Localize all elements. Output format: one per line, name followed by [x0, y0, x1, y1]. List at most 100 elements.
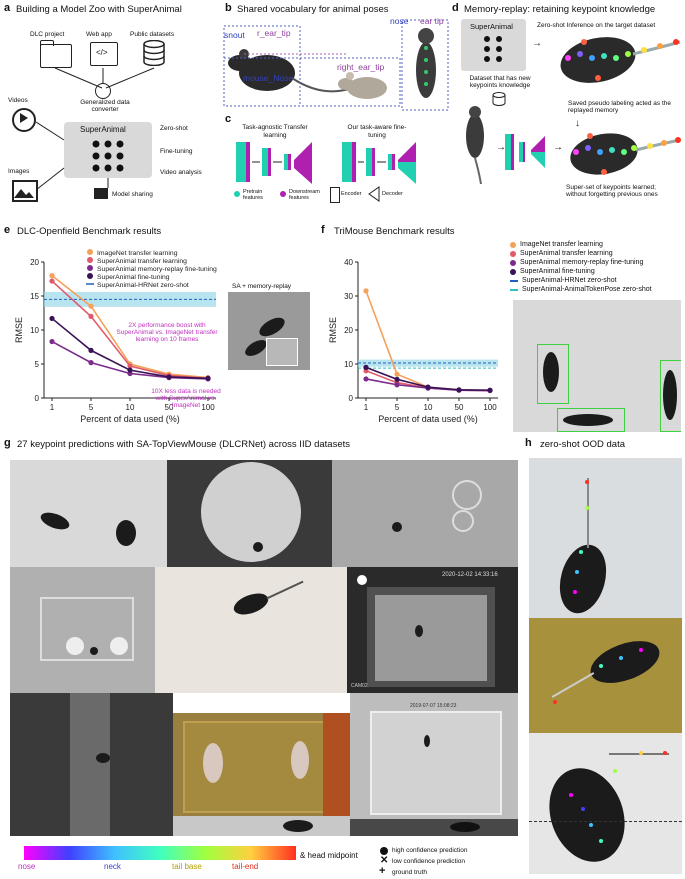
trimouse-photo	[513, 300, 681, 432]
y-tick-label: 0	[35, 394, 40, 403]
mode-zero-shot: Zero-shot	[160, 125, 188, 132]
legend-marker	[510, 279, 518, 282]
h-photo-3	[529, 733, 682, 874]
x-tick-label: 1	[364, 403, 369, 412]
h-photo-2	[529, 618, 682, 733]
task-agnostic-title: Task-agnostic Transfer learning	[242, 124, 308, 139]
label-right-ear-tip: right_ear_tip	[337, 62, 385, 72]
legend-label: SuperAnimal fine-tuning	[520, 268, 595, 275]
series-line	[365, 290, 491, 392]
x-tick-label: 10	[424, 403, 433, 412]
data-point	[425, 384, 431, 390]
timestamp-1: 2020-12-02 14:33:16	[442, 572, 498, 578]
g-photo-6: 2020-12-02 14:33:16 CAM02	[347, 567, 518, 693]
x-tick-label: 100	[483, 403, 497, 412]
colorbar-nose: nose	[18, 862, 36, 871]
d-standing-mouse	[466, 106, 484, 185]
g-photo-10: 2019-07-07 15:08:23	[350, 693, 518, 819]
source-web-app: Web app	[86, 31, 112, 38]
y-tick-label: 20	[344, 326, 353, 335]
x-axis-label: Percent of data used (%)	[378, 414, 478, 424]
ground-truth-icon: +	[379, 865, 386, 877]
panel-h-letter: h	[525, 437, 532, 449]
task-aware-title: Our task-aware fine-tuning	[347, 124, 407, 139]
play-icon	[12, 108, 36, 132]
x-tick-label: 100	[201, 403, 215, 412]
legend-label: SuperAnimal transfer learning	[520, 250, 613, 257]
image-icon	[12, 180, 38, 202]
inset-label: SA + memory-replay	[232, 283, 292, 290]
y-tick-label: 20	[30, 258, 39, 267]
converter-label: Generalized data converter	[80, 99, 130, 113]
colorbar-tail-base: tail base	[172, 862, 202, 871]
sync-icon	[95, 83, 111, 99]
x-tick-label: 5	[395, 403, 400, 412]
colorbar-tail-end: tail-end	[232, 862, 259, 871]
data-point	[487, 387, 493, 393]
label-r-ear-tip: r_ear_tip	[257, 28, 291, 38]
database-icon	[143, 40, 165, 66]
input-videos-label: Videos	[8, 97, 28, 104]
legend-encoder: Encoder	[341, 191, 362, 197]
zero-shot-label: Zero-shot Inference on the target datase…	[537, 22, 656, 29]
data-point	[394, 371, 400, 377]
legend-label: SuperAnimal transfer learning	[97, 258, 187, 265]
y-tick-label: 10	[30, 326, 39, 335]
x-tick-label: 1	[50, 403, 55, 412]
chart-f: 0 10 20 30 40 1 5 10 50 100 Percent of data used (…	[328, 258, 498, 424]
g-photo-9	[173, 816, 350, 836]
legend-marker	[510, 241, 516, 248]
source-public-datasets: Public datasets	[130, 31, 175, 38]
data-point	[49, 273, 55, 279]
g-photo-8	[173, 713, 350, 816]
data-point	[205, 375, 211, 381]
x-axis-label: Percent of data used (%)	[80, 414, 180, 424]
g-photo-4	[10, 567, 155, 693]
marker-high: high confidence prediction	[392, 847, 468, 854]
label-ear-tip: ear tip	[420, 16, 444, 26]
y-tick-label: 10	[344, 360, 353, 369]
legend-marker	[87, 249, 93, 255]
data-point	[394, 382, 400, 388]
d-network-diagram	[505, 134, 545, 170]
legend-marker	[87, 257, 93, 263]
x-tick-label: 10	[126, 403, 135, 412]
data-point	[49, 315, 55, 322]
panel-h-title: zero-shot OOD data	[540, 439, 626, 450]
panel-g-title: 27 keypoint predictions with SA-TopViewM…	[17, 439, 350, 450]
panel-a-title: Building a Model Zoo with SuperAnimal	[16, 4, 182, 15]
y-axis-label: RMSE	[328, 317, 338, 343]
data-point	[49, 338, 55, 345]
cam-label: CAM02	[351, 683, 368, 689]
architecture-diagram	[236, 142, 416, 184]
network-icon	[92, 140, 124, 172]
inset-photo	[228, 292, 310, 370]
g-photo-2	[167, 460, 332, 567]
panel-f-title: TriMouse Benchmark results	[334, 226, 455, 237]
data-point	[363, 376, 369, 382]
folder-icon	[40, 44, 72, 68]
marker-gt: ground truth	[392, 869, 428, 876]
panel-c-letter: c	[225, 113, 232, 125]
d-mouse-result	[570, 133, 681, 175]
colorbar-head-midpoint: & head midpoint	[300, 851, 358, 860]
legend-item: SuperAnimal fine-tuning	[510, 267, 685, 276]
input-images-label: Images	[8, 168, 30, 175]
data-point	[49, 278, 55, 284]
d-core-label: SuperAnimal	[470, 22, 513, 31]
legend-item: SuperAnimal-HRNet zero-shot	[510, 276, 685, 285]
legend-label: ImageNet transfer learning	[97, 250, 178, 257]
legend-marker	[87, 265, 93, 271]
data-point	[88, 347, 94, 353]
panel-b-title: Shared vocabulary for animal poses	[237, 4, 389, 15]
y-tick-label: 30	[344, 292, 353, 301]
x-tick-label: 5	[89, 403, 94, 412]
legend-item: SuperAnimal-AnimalTokenPose zero-shot	[510, 285, 685, 294]
core-label: SuperAnimal	[80, 125, 126, 134]
g-photo-3	[332, 460, 518, 567]
legend-label: SuperAnimal-HRNet zero-shot	[522, 277, 617, 284]
colorbar-neck: neck	[104, 862, 121, 871]
marker-low: low confidence prediction	[392, 858, 465, 865]
d-database-icon	[492, 92, 506, 106]
data-point	[166, 374, 172, 380]
